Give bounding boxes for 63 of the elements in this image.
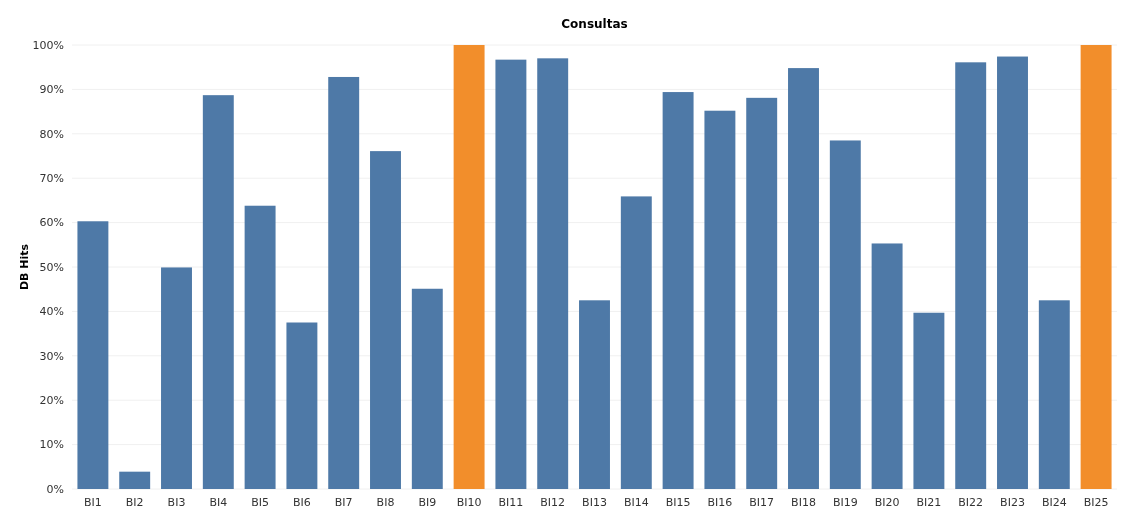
x-tick-label: BI8 — [376, 496, 395, 509]
y-tick-label: 10% — [39, 438, 64, 452]
x-tick-label: BI19 — [832, 496, 858, 509]
chart-title: Consultas — [561, 17, 628, 31]
bar — [286, 322, 318, 489]
bar — [871, 243, 903, 489]
x-tick-label: BI16 — [707, 496, 733, 509]
bar — [997, 56, 1028, 489]
y-tick-label: 30% — [39, 349, 64, 363]
bar — [244, 205, 276, 489]
x-tick-label: BI13 — [582, 496, 607, 509]
bar — [620, 196, 652, 489]
bar — [829, 140, 861, 489]
x-tick-label: BI15 — [665, 496, 691, 509]
x-tick-label: BI2 — [125, 496, 144, 509]
x-tick-label: BI25 — [1083, 496, 1109, 509]
x-tick-label: BI9 — [418, 496, 437, 509]
bar — [119, 471, 151, 489]
x-tick-label: BI1 — [84, 496, 102, 509]
x-tick-label: BI6 — [293, 496, 311, 509]
x-tick-label: BI4 — [209, 496, 228, 509]
bar — [161, 267, 192, 489]
x-tick-label: BI20 — [874, 496, 900, 509]
bar — [1080, 45, 1112, 489]
x-tick-label: BI12 — [540, 496, 566, 509]
bar — [662, 92, 694, 489]
bar — [370, 151, 401, 489]
bar — [202, 95, 234, 489]
bar — [704, 110, 736, 489]
y-tick-label: 40% — [39, 305, 64, 319]
y-tick-label: 100% — [32, 38, 64, 52]
bar — [495, 59, 527, 489]
y-tick-label: 60% — [39, 216, 64, 230]
bar — [411, 288, 443, 489]
x-tick-label: BI5 — [251, 496, 269, 509]
bar — [913, 312, 945, 489]
x-tick-label: BI10 — [456, 496, 482, 509]
y-tick-label: 50% — [39, 260, 64, 274]
x-tick-label: BI14 — [623, 496, 649, 509]
x-tick-label: BI22 — [958, 496, 984, 509]
y-tick-label: 90% — [39, 83, 64, 97]
y-axis-title: DB Hits — [18, 243, 31, 291]
x-tick-label: BI24 — [1041, 496, 1067, 509]
x-tick-label: BI3 — [167, 496, 186, 509]
x-tick-label: BI7 — [334, 496, 353, 509]
bar — [1038, 300, 1070, 489]
y-tick-label: 70% — [39, 172, 64, 186]
y-tick-label: 20% — [39, 394, 64, 408]
bar — [453, 45, 485, 489]
x-tick-label: BI23 — [1000, 496, 1025, 509]
x-tick-label: BI17 — [749, 496, 775, 509]
bar — [955, 62, 987, 489]
x-tick-label: BI11 — [498, 496, 524, 509]
bar — [537, 58, 569, 489]
x-tick-label: BI21 — [916, 496, 942, 509]
bar — [746, 97, 778, 489]
x-tick-label: BI18 — [791, 496, 816, 509]
bar — [788, 68, 819, 489]
y-tick-label: 80% — [39, 127, 64, 141]
bar — [579, 300, 610, 489]
bar — [328, 76, 360, 489]
bar — [77, 221, 109, 489]
y-tick-label: 0% — [46, 482, 64, 496]
